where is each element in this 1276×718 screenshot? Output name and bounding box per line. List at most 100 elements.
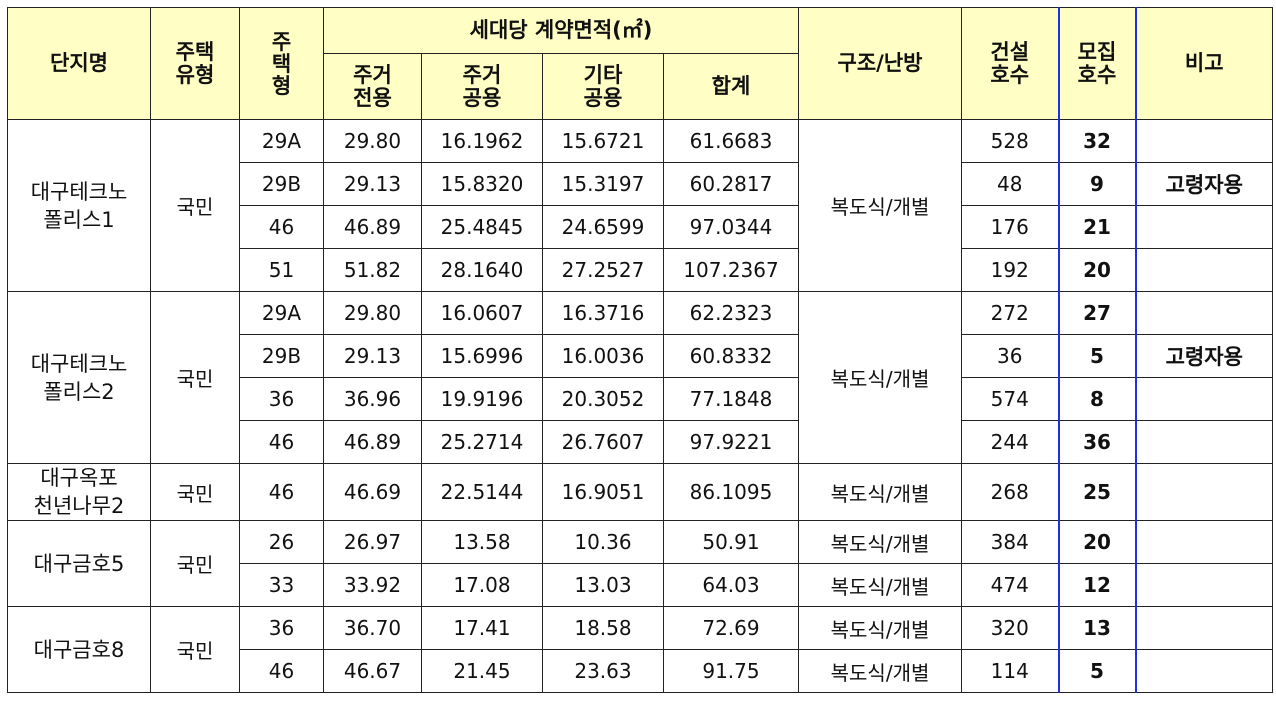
res-exclusive-cell: 46.67 <box>323 649 422 693</box>
remark-cell <box>1135 520 1273 564</box>
other-common-cell: 16.0036 <box>542 334 664 378</box>
other-common-cell: 18.58 <box>542 606 664 650</box>
other-common-cell: 10.36 <box>542 520 664 564</box>
remark-cell <box>1135 420 1273 464</box>
recruit-units-cell: 13 <box>1057 606 1137 650</box>
total-cell: 62.2323 <box>663 291 799 335</box>
header-built-line2: 호수 <box>990 62 1030 87</box>
unit-type-cell: 29B <box>239 162 324 206</box>
total-cell: 72.69 <box>663 606 799 650</box>
header-recruit-line1: 모집 <box>1077 39 1117 64</box>
total-cell: 60.2817 <box>663 162 799 206</box>
built-units-cell: 384 <box>961 520 1059 564</box>
res-common-cell: 16.1962 <box>421 119 543 163</box>
other-common-cell: 16.9051 <box>542 463 664 521</box>
remark-cell <box>1135 291 1273 335</box>
header-res-exclusive: 주거 전용 <box>323 53 422 120</box>
header-built: 건설 호수 <box>961 7 1059 120</box>
header-res-common-line2: 공용 <box>462 85 502 110</box>
total-cell: 64.03 <box>663 563 799 607</box>
other-common-cell: 23.63 <box>542 649 664 693</box>
built-units-cell: 244 <box>961 420 1059 464</box>
recruit-units-cell: 20 <box>1057 520 1137 564</box>
other-common-cell: 20.3052 <box>542 377 664 421</box>
complex-name-line: 대구테크노 <box>30 179 128 204</box>
res-common-cell: 15.8320 <box>421 162 543 206</box>
unit-type-cell: 46 <box>239 463 324 521</box>
total-cell: 97.0344 <box>663 205 799 249</box>
remark-cell <box>1135 248 1273 292</box>
header-unit-type-line3: 형 <box>271 73 292 98</box>
table-row: 51 51.82 28.1640 27.2527 107.2367 192 20 <box>8 248 1273 292</box>
total-cell: 97.9221 <box>663 420 799 464</box>
recruit-units-cell: 36 <box>1057 420 1137 464</box>
total-cell: 107.2367 <box>663 248 799 292</box>
res-common-cell: 16.0607 <box>421 291 543 335</box>
res-common-cell: 25.4845 <box>421 205 543 249</box>
complex-name-cell: 대구테크노 폴리스2 <box>7 291 151 464</box>
header-unit-type-line1: 주 <box>271 29 292 54</box>
total-cell: 50.91 <box>663 520 799 564</box>
remark-cell: 고령자용 <box>1135 162 1273 206</box>
built-units-cell: 528 <box>961 119 1059 163</box>
res-common-cell: 19.9196 <box>421 377 543 421</box>
header-area-group: 세대당 계약면적(㎡) <box>323 7 799 54</box>
recruit-units-cell: 25 <box>1057 463 1137 521</box>
res-exclusive-cell: 46.69 <box>323 463 422 521</box>
structure-cell: 복도식/개별 <box>798 649 962 693</box>
unit-type-cell: 29A <box>239 291 324 335</box>
housing-type-cell: 국민 <box>150 119 240 292</box>
recruit-units-cell: 9 <box>1057 162 1137 206</box>
header-unit-type-line2: 택 <box>271 51 292 76</box>
res-exclusive-cell: 29.13 <box>323 334 422 378</box>
built-units-cell: 176 <box>961 205 1059 249</box>
total-cell: 60.8332 <box>663 334 799 378</box>
other-common-cell: 26.7607 <box>542 420 664 464</box>
table-row: 36 36.96 19.9196 20.3052 77.1848 574 8 <box>8 377 1273 421</box>
unit-type-cell: 33 <box>239 563 324 607</box>
unit-type-cell: 46 <box>239 205 324 249</box>
res-exclusive-cell: 33.92 <box>323 563 422 607</box>
recruit-units-cell: 20 <box>1057 248 1137 292</box>
table-row: 33 33.92 17.08 13.03 64.03 복도식/개별 474 12 <box>8 563 1273 607</box>
remark-cell <box>1135 649 1273 693</box>
structure-cell: 복도식/개별 <box>798 606 962 650</box>
recruit-units-cell: 12 <box>1057 563 1137 607</box>
remark-cell <box>1135 463 1273 521</box>
complex-name-line: 폴리스1 <box>43 207 115 232</box>
built-units-cell: 268 <box>961 463 1059 521</box>
built-units-cell: 320 <box>961 606 1059 650</box>
structure-cell: 복도식/개별 <box>798 291 962 464</box>
total-cell: 61.6683 <box>663 119 799 163</box>
res-common-cell: 13.58 <box>421 520 543 564</box>
res-exclusive-cell: 29.80 <box>323 119 422 163</box>
header-remark: 비고 <box>1135 7 1273 120</box>
res-common-cell: 28.1640 <box>421 248 543 292</box>
header-res-exclusive-line2: 전용 <box>353 85 392 110</box>
recruit-units-cell: 32 <box>1057 119 1137 163</box>
table-row: 29B 29.13 15.6996 16.0036 60.8332 36 5 고령자용 <box>8 334 1273 378</box>
built-units-cell: 192 <box>961 248 1059 292</box>
remark-cell <box>1135 119 1273 163</box>
table-row: 대구옥포 천년나무2 국민 46 46.69 22.5144 16.9051 86.1095 복… <box>7 463 1273 521</box>
unit-type-cell: 46 <box>239 420 324 464</box>
complex-name-line: 대구금호5 <box>33 551 125 576</box>
header-housing-type: 주택 유형 <box>150 7 240 120</box>
complex-name-line: 폴리스2 <box>43 379 115 404</box>
res-common-cell: 22.5144 <box>421 463 543 521</box>
structure-cell: 복도식/개별 <box>798 563 962 607</box>
header-other-common-line2: 공용 <box>583 85 623 110</box>
header-recruit: 모집 호수 <box>1057 7 1137 120</box>
complex-name-line: 대구금호8 <box>33 637 125 662</box>
other-common-cell: 16.3716 <box>542 291 664 335</box>
table-row: 대구테크노 폴리스1 국민 29A 29.80 16.1962 15.6721 61.6683… <box>7 119 1273 292</box>
remark-cell <box>1135 563 1273 607</box>
header-other-common-line1: 기타 <box>583 62 623 87</box>
header-complex: 단지명 <box>7 7 151 120</box>
housing-type-cell: 국민 <box>150 606 240 693</box>
res-common-cell: 17.08 <box>421 563 543 607</box>
remark-cell <box>1135 205 1273 249</box>
res-exclusive-cell: 46.89 <box>323 420 422 464</box>
header-other-common: 기타 공용 <box>542 53 664 120</box>
